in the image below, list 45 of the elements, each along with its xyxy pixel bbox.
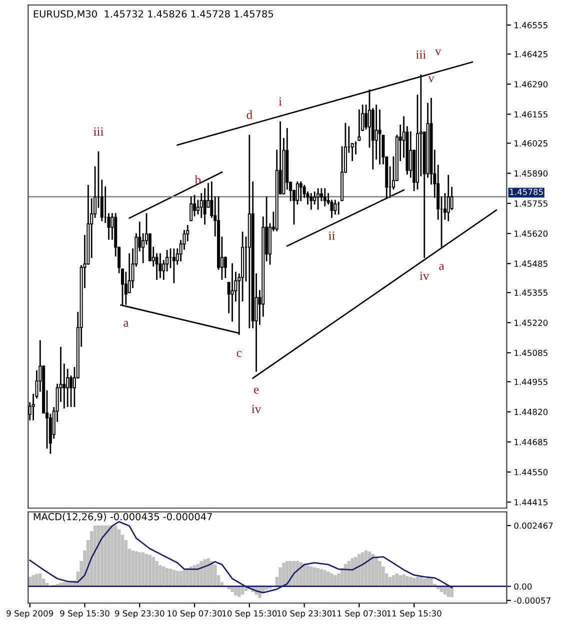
x-tick-label: 10 Sep 07:30 bbox=[168, 610, 222, 618]
y-tick-label: 1.44550 bbox=[514, 468, 548, 476]
ref-line-label: 1.45785 bbox=[510, 188, 543, 196]
annotation: c bbox=[236, 350, 242, 357]
annotation: i bbox=[278, 97, 282, 106]
annotation: d bbox=[246, 110, 252, 119]
annotation: v bbox=[428, 76, 434, 82]
y-tick-label: 1.44955 bbox=[514, 378, 548, 386]
annotation: ii bbox=[328, 232, 335, 240]
y-tick-label: 1.46425 bbox=[514, 51, 548, 58]
x-tick-label: 9 Sep 23:30 bbox=[115, 610, 164, 618]
annotation: iv bbox=[252, 404, 262, 414]
annotation: e bbox=[254, 388, 259, 394]
y-tick-label: 1.44820 bbox=[514, 408, 548, 416]
annotation: iii bbox=[94, 127, 104, 136]
y-tick-label: 0.00 bbox=[514, 583, 532, 590]
annotation: iii bbox=[416, 50, 426, 59]
y-tick-label: 1.45085 bbox=[514, 350, 548, 356]
chart-title: MACD(12,26,9) -0.000435 -0.000047 bbox=[34, 512, 212, 522]
annotation: a bbox=[439, 264, 444, 270]
y-tick-label: 1.45355 bbox=[514, 290, 548, 296]
y-tick-label: 1.44685 bbox=[514, 438, 548, 446]
y-tick-label: 1.45755 bbox=[514, 200, 548, 207]
y-tick-label: 1.46155 bbox=[514, 111, 548, 118]
x-tick-label: 10 Sep 23:30 bbox=[277, 610, 332, 618]
x-tick-label: 9 Sep 15:30 bbox=[60, 610, 110, 618]
y-tick-label: 1.45890 bbox=[514, 170, 548, 177]
y-tick-label: 0.002467 bbox=[514, 522, 553, 529]
y-tick-label: 1.46555 bbox=[514, 22, 548, 28]
annotation: a bbox=[124, 320, 129, 327]
y-tick-label: 1.45485 bbox=[514, 260, 548, 267]
annotation: iv bbox=[420, 272, 430, 280]
x-tick-label: 11 Sep 07:30 bbox=[332, 610, 386, 618]
y-tick-label: 1.45220 bbox=[514, 320, 548, 326]
x-tick-label: 9 Sep 2009 bbox=[6, 610, 54, 618]
x-tick-label: 11 Sep 15:30 bbox=[387, 610, 442, 618]
annotation: b bbox=[194, 175, 201, 184]
y-tick-label: -0.00057 bbox=[514, 597, 550, 604]
y-tick-label: 1.45620 bbox=[514, 230, 548, 237]
y-tick-label: 1.44415 bbox=[514, 499, 548, 506]
chart-title: EURUSD,M30 1.45732 1.45826 1.45728 1.45785 bbox=[34, 10, 273, 19]
x-tick-label: 10 Sep 15:30 bbox=[222, 610, 277, 618]
y-tick-label: 1.46025 bbox=[514, 140, 548, 146]
annotation: v bbox=[434, 49, 442, 56]
y-tick-label: 1.46290 bbox=[514, 81, 548, 88]
